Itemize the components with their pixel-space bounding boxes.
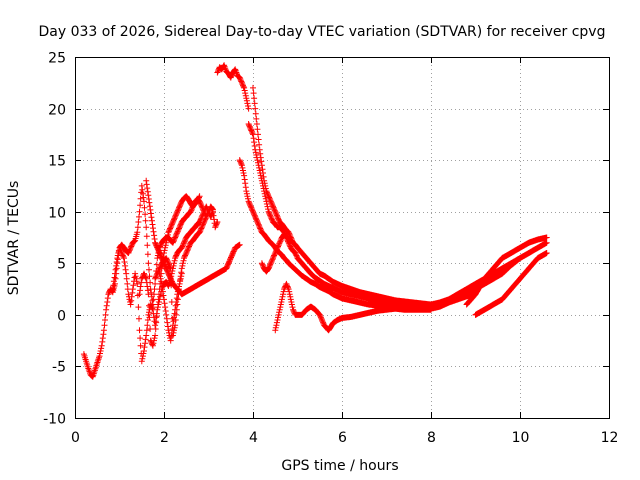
x-tick-label: 8	[427, 430, 436, 446]
x-tick-label: 6	[338, 430, 347, 446]
x-tick-label: 10	[512, 430, 530, 446]
x-tick-label: 0	[71, 430, 80, 446]
x-tick-label: 2	[160, 430, 169, 446]
y-tick-label: -5	[52, 360, 66, 376]
x-axis-label: GPS time / hours	[281, 458, 398, 474]
y-tick-label: 10	[48, 206, 66, 222]
x-tick-label: 12	[601, 430, 619, 446]
chart-title: Day 033 of 2026, Sidereal Day-to-day VTE…	[39, 24, 606, 40]
x-tick-label: 4	[249, 430, 258, 446]
y-tick-label: 5	[57, 257, 66, 273]
marker-layer	[80, 62, 550, 380]
y-tick-label: 25	[48, 51, 66, 67]
data-markers	[80, 62, 550, 380]
y-tick-label: 15	[48, 154, 66, 170]
y-tick-label: 20	[48, 103, 66, 119]
y-axis-label: SDTVAR / TECUs	[6, 181, 22, 296]
y-tick-label: 0	[57, 309, 66, 325]
tick-layer: 0 2 4 6 8 10 12 -10 -5 0 5 10 15 20 25	[43, 51, 618, 447]
y-tick-label: -10	[43, 412, 66, 428]
